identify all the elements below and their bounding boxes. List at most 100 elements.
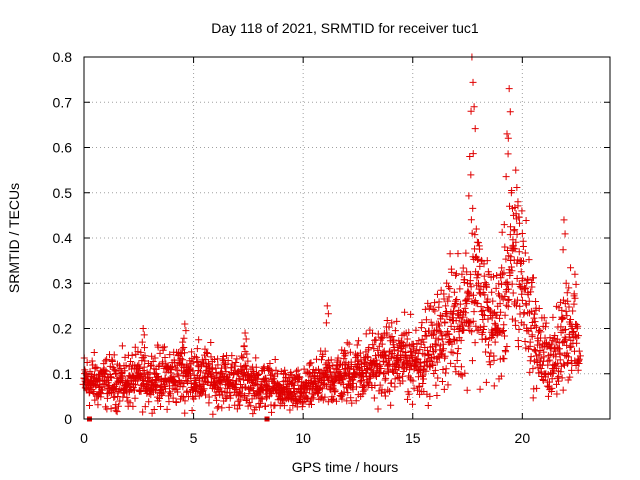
data-point <box>225 403 233 411</box>
data-point <box>376 361 384 369</box>
data-point <box>489 297 497 305</box>
data-point <box>497 308 505 316</box>
data-point <box>388 350 396 358</box>
data-point <box>504 303 512 311</box>
data-point <box>370 345 378 353</box>
data-point <box>293 367 301 375</box>
data-point <box>515 213 523 221</box>
data-point <box>530 385 538 393</box>
data-point <box>204 350 212 358</box>
data-point <box>467 171 475 179</box>
data-point <box>222 368 230 376</box>
data-point <box>320 373 328 381</box>
data-point <box>181 320 189 328</box>
data-point <box>516 219 524 227</box>
data-point <box>228 364 236 372</box>
data-point <box>161 374 169 382</box>
data-point <box>338 373 346 381</box>
data-point <box>557 368 565 376</box>
data-point <box>118 342 126 350</box>
data-point <box>458 270 466 278</box>
data-point <box>332 365 340 373</box>
data-point <box>112 380 120 388</box>
data-point <box>288 380 296 388</box>
data-point <box>512 238 520 246</box>
data-point <box>399 377 407 385</box>
data-point <box>490 382 498 390</box>
data-point <box>493 272 501 280</box>
data-point <box>267 367 275 375</box>
data-point <box>157 402 165 410</box>
data-point <box>372 373 380 381</box>
data-point <box>258 395 266 403</box>
data-point <box>205 361 213 369</box>
data-point <box>570 292 578 300</box>
grid-lines <box>84 57 610 419</box>
data-point <box>415 383 423 391</box>
data-point <box>245 390 253 398</box>
data-point <box>179 338 187 346</box>
data-point <box>496 300 504 308</box>
data-point <box>393 352 401 360</box>
data-point <box>377 365 385 373</box>
data-point <box>327 356 335 364</box>
data-point <box>206 365 214 373</box>
data-point <box>236 375 244 383</box>
data-point <box>549 361 557 369</box>
data-point <box>345 340 353 348</box>
data-point <box>121 384 129 392</box>
data-point <box>147 384 155 392</box>
data-point <box>155 362 163 370</box>
y-tick-label: 0.6 <box>53 140 73 156</box>
data-point <box>507 263 515 271</box>
data-point <box>488 314 496 322</box>
data-point <box>510 227 518 235</box>
data-point <box>100 360 108 368</box>
data-point <box>385 323 393 331</box>
data-point <box>394 374 402 382</box>
data-point <box>440 385 448 393</box>
data-point <box>501 243 509 251</box>
data-point <box>535 305 543 313</box>
data-point <box>447 359 455 367</box>
data-point <box>168 363 176 371</box>
data-point <box>383 316 391 324</box>
data-point <box>116 377 124 385</box>
data-point <box>483 304 491 312</box>
data-point <box>500 221 508 229</box>
data-point <box>182 327 190 335</box>
data-point <box>442 369 450 377</box>
data-point <box>296 373 304 381</box>
data-point <box>487 307 495 315</box>
data-point <box>574 366 582 374</box>
data-point <box>376 368 384 376</box>
data-point <box>306 359 314 367</box>
data-point <box>175 356 183 364</box>
data-point <box>86 388 94 396</box>
data-point <box>326 368 334 376</box>
data-point <box>536 361 544 369</box>
data-point <box>540 314 548 322</box>
data-point <box>540 353 548 361</box>
data-point <box>491 338 499 346</box>
data-point <box>471 125 479 133</box>
data-point <box>469 150 477 158</box>
data-point <box>299 397 307 405</box>
data-point <box>205 399 213 407</box>
data-point <box>452 317 460 325</box>
data-point <box>533 384 541 392</box>
data-point <box>244 370 252 378</box>
data-point <box>203 349 211 357</box>
data-point <box>195 392 203 400</box>
data-point <box>472 225 480 233</box>
data-point <box>384 365 392 373</box>
data-point <box>160 343 168 351</box>
data-point <box>529 365 537 373</box>
data-point <box>195 336 203 344</box>
data-point <box>456 285 464 293</box>
data-point <box>143 380 151 388</box>
data-point <box>416 346 424 354</box>
data-point <box>307 359 315 367</box>
data-point <box>488 288 496 296</box>
